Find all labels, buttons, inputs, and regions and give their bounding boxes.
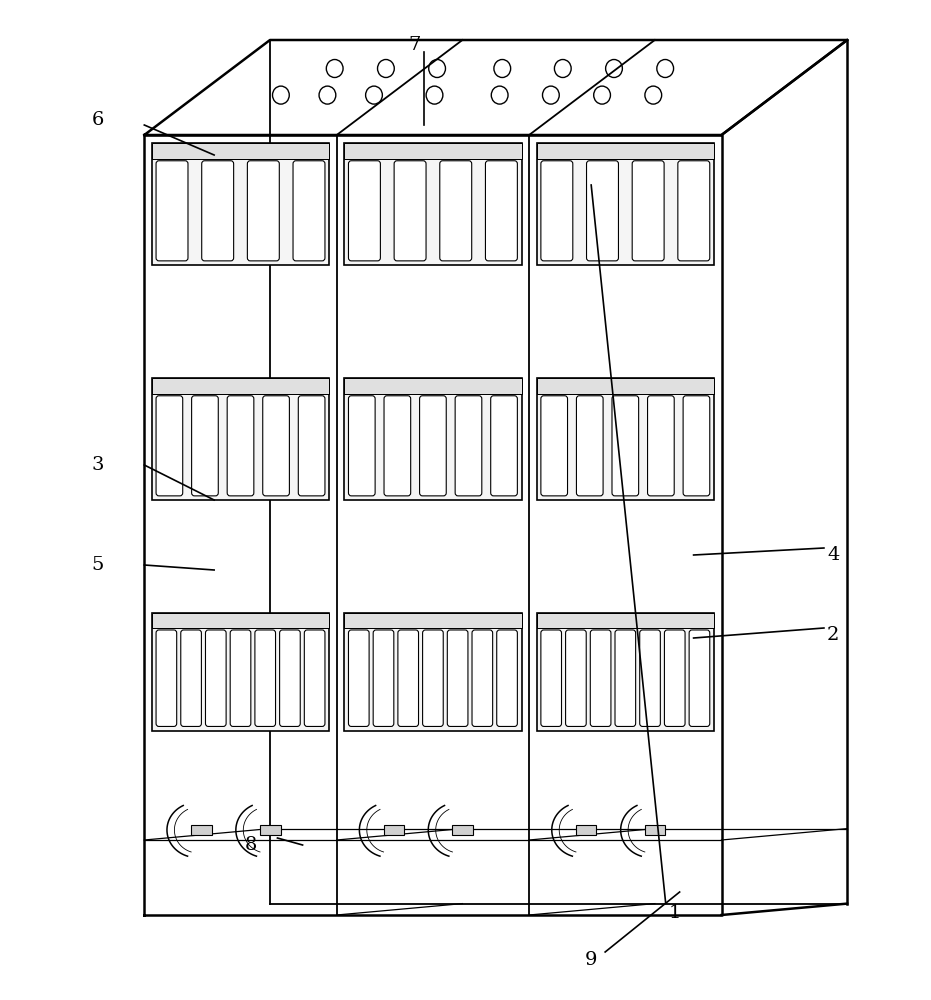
FancyBboxPatch shape xyxy=(394,161,426,261)
Bar xyxy=(344,143,521,159)
FancyBboxPatch shape xyxy=(683,396,709,496)
Text: 5: 5 xyxy=(91,556,104,574)
FancyBboxPatch shape xyxy=(472,630,492,726)
FancyBboxPatch shape xyxy=(156,161,188,261)
Bar xyxy=(536,613,714,628)
Text: 8: 8 xyxy=(245,836,258,854)
Bar xyxy=(576,825,597,835)
FancyBboxPatch shape xyxy=(293,161,325,261)
FancyBboxPatch shape xyxy=(298,396,325,496)
FancyBboxPatch shape xyxy=(665,630,685,726)
Bar xyxy=(344,613,521,730)
Text: 2: 2 xyxy=(827,626,840,644)
Bar xyxy=(452,825,473,835)
FancyBboxPatch shape xyxy=(230,630,250,726)
FancyBboxPatch shape xyxy=(541,630,561,726)
Bar xyxy=(344,378,521,394)
FancyBboxPatch shape xyxy=(248,161,279,261)
Bar xyxy=(344,143,521,265)
FancyBboxPatch shape xyxy=(304,630,325,726)
FancyBboxPatch shape xyxy=(439,161,472,261)
Bar xyxy=(536,143,714,265)
FancyBboxPatch shape xyxy=(455,396,482,496)
FancyBboxPatch shape xyxy=(590,630,611,726)
FancyBboxPatch shape xyxy=(648,396,674,496)
FancyBboxPatch shape xyxy=(398,630,419,726)
Bar xyxy=(152,613,330,628)
FancyBboxPatch shape xyxy=(447,630,468,726)
FancyBboxPatch shape xyxy=(348,161,381,261)
Text: 1: 1 xyxy=(668,904,681,922)
Bar xyxy=(152,378,330,394)
Bar xyxy=(536,143,714,159)
FancyBboxPatch shape xyxy=(491,396,518,496)
FancyBboxPatch shape xyxy=(384,396,411,496)
FancyBboxPatch shape xyxy=(420,396,446,496)
Bar xyxy=(536,378,714,394)
Bar xyxy=(260,825,280,835)
Bar xyxy=(344,613,521,628)
Bar xyxy=(152,143,330,265)
FancyBboxPatch shape xyxy=(612,396,639,496)
Bar xyxy=(384,825,404,835)
Text: 6: 6 xyxy=(91,111,104,129)
FancyBboxPatch shape xyxy=(279,630,300,726)
Bar xyxy=(536,378,714,500)
Text: 9: 9 xyxy=(585,951,598,969)
Bar xyxy=(191,825,211,835)
FancyBboxPatch shape xyxy=(348,396,375,496)
Text: 4: 4 xyxy=(827,546,840,564)
FancyBboxPatch shape xyxy=(640,630,660,726)
FancyBboxPatch shape xyxy=(156,630,177,726)
Bar xyxy=(536,613,714,730)
FancyBboxPatch shape xyxy=(263,396,290,496)
FancyBboxPatch shape xyxy=(689,630,709,726)
FancyBboxPatch shape xyxy=(255,630,276,726)
FancyBboxPatch shape xyxy=(541,161,573,261)
FancyBboxPatch shape xyxy=(373,630,394,726)
FancyBboxPatch shape xyxy=(576,396,603,496)
Text: 3: 3 xyxy=(91,456,104,474)
FancyBboxPatch shape xyxy=(587,161,618,261)
FancyBboxPatch shape xyxy=(348,630,369,726)
Bar xyxy=(645,825,666,835)
Bar xyxy=(152,143,330,159)
FancyBboxPatch shape xyxy=(615,630,636,726)
FancyBboxPatch shape xyxy=(423,630,443,726)
Text: 7: 7 xyxy=(408,36,421,54)
FancyBboxPatch shape xyxy=(678,161,709,261)
FancyBboxPatch shape xyxy=(485,161,518,261)
FancyBboxPatch shape xyxy=(632,161,664,261)
FancyBboxPatch shape xyxy=(202,161,234,261)
Bar xyxy=(344,378,521,500)
Bar xyxy=(152,613,330,730)
FancyBboxPatch shape xyxy=(541,396,568,496)
FancyBboxPatch shape xyxy=(206,630,226,726)
FancyBboxPatch shape xyxy=(227,396,254,496)
Bar xyxy=(152,378,330,500)
FancyBboxPatch shape xyxy=(566,630,587,726)
FancyBboxPatch shape xyxy=(156,396,182,496)
FancyBboxPatch shape xyxy=(181,630,201,726)
FancyBboxPatch shape xyxy=(497,630,518,726)
FancyBboxPatch shape xyxy=(192,396,218,496)
